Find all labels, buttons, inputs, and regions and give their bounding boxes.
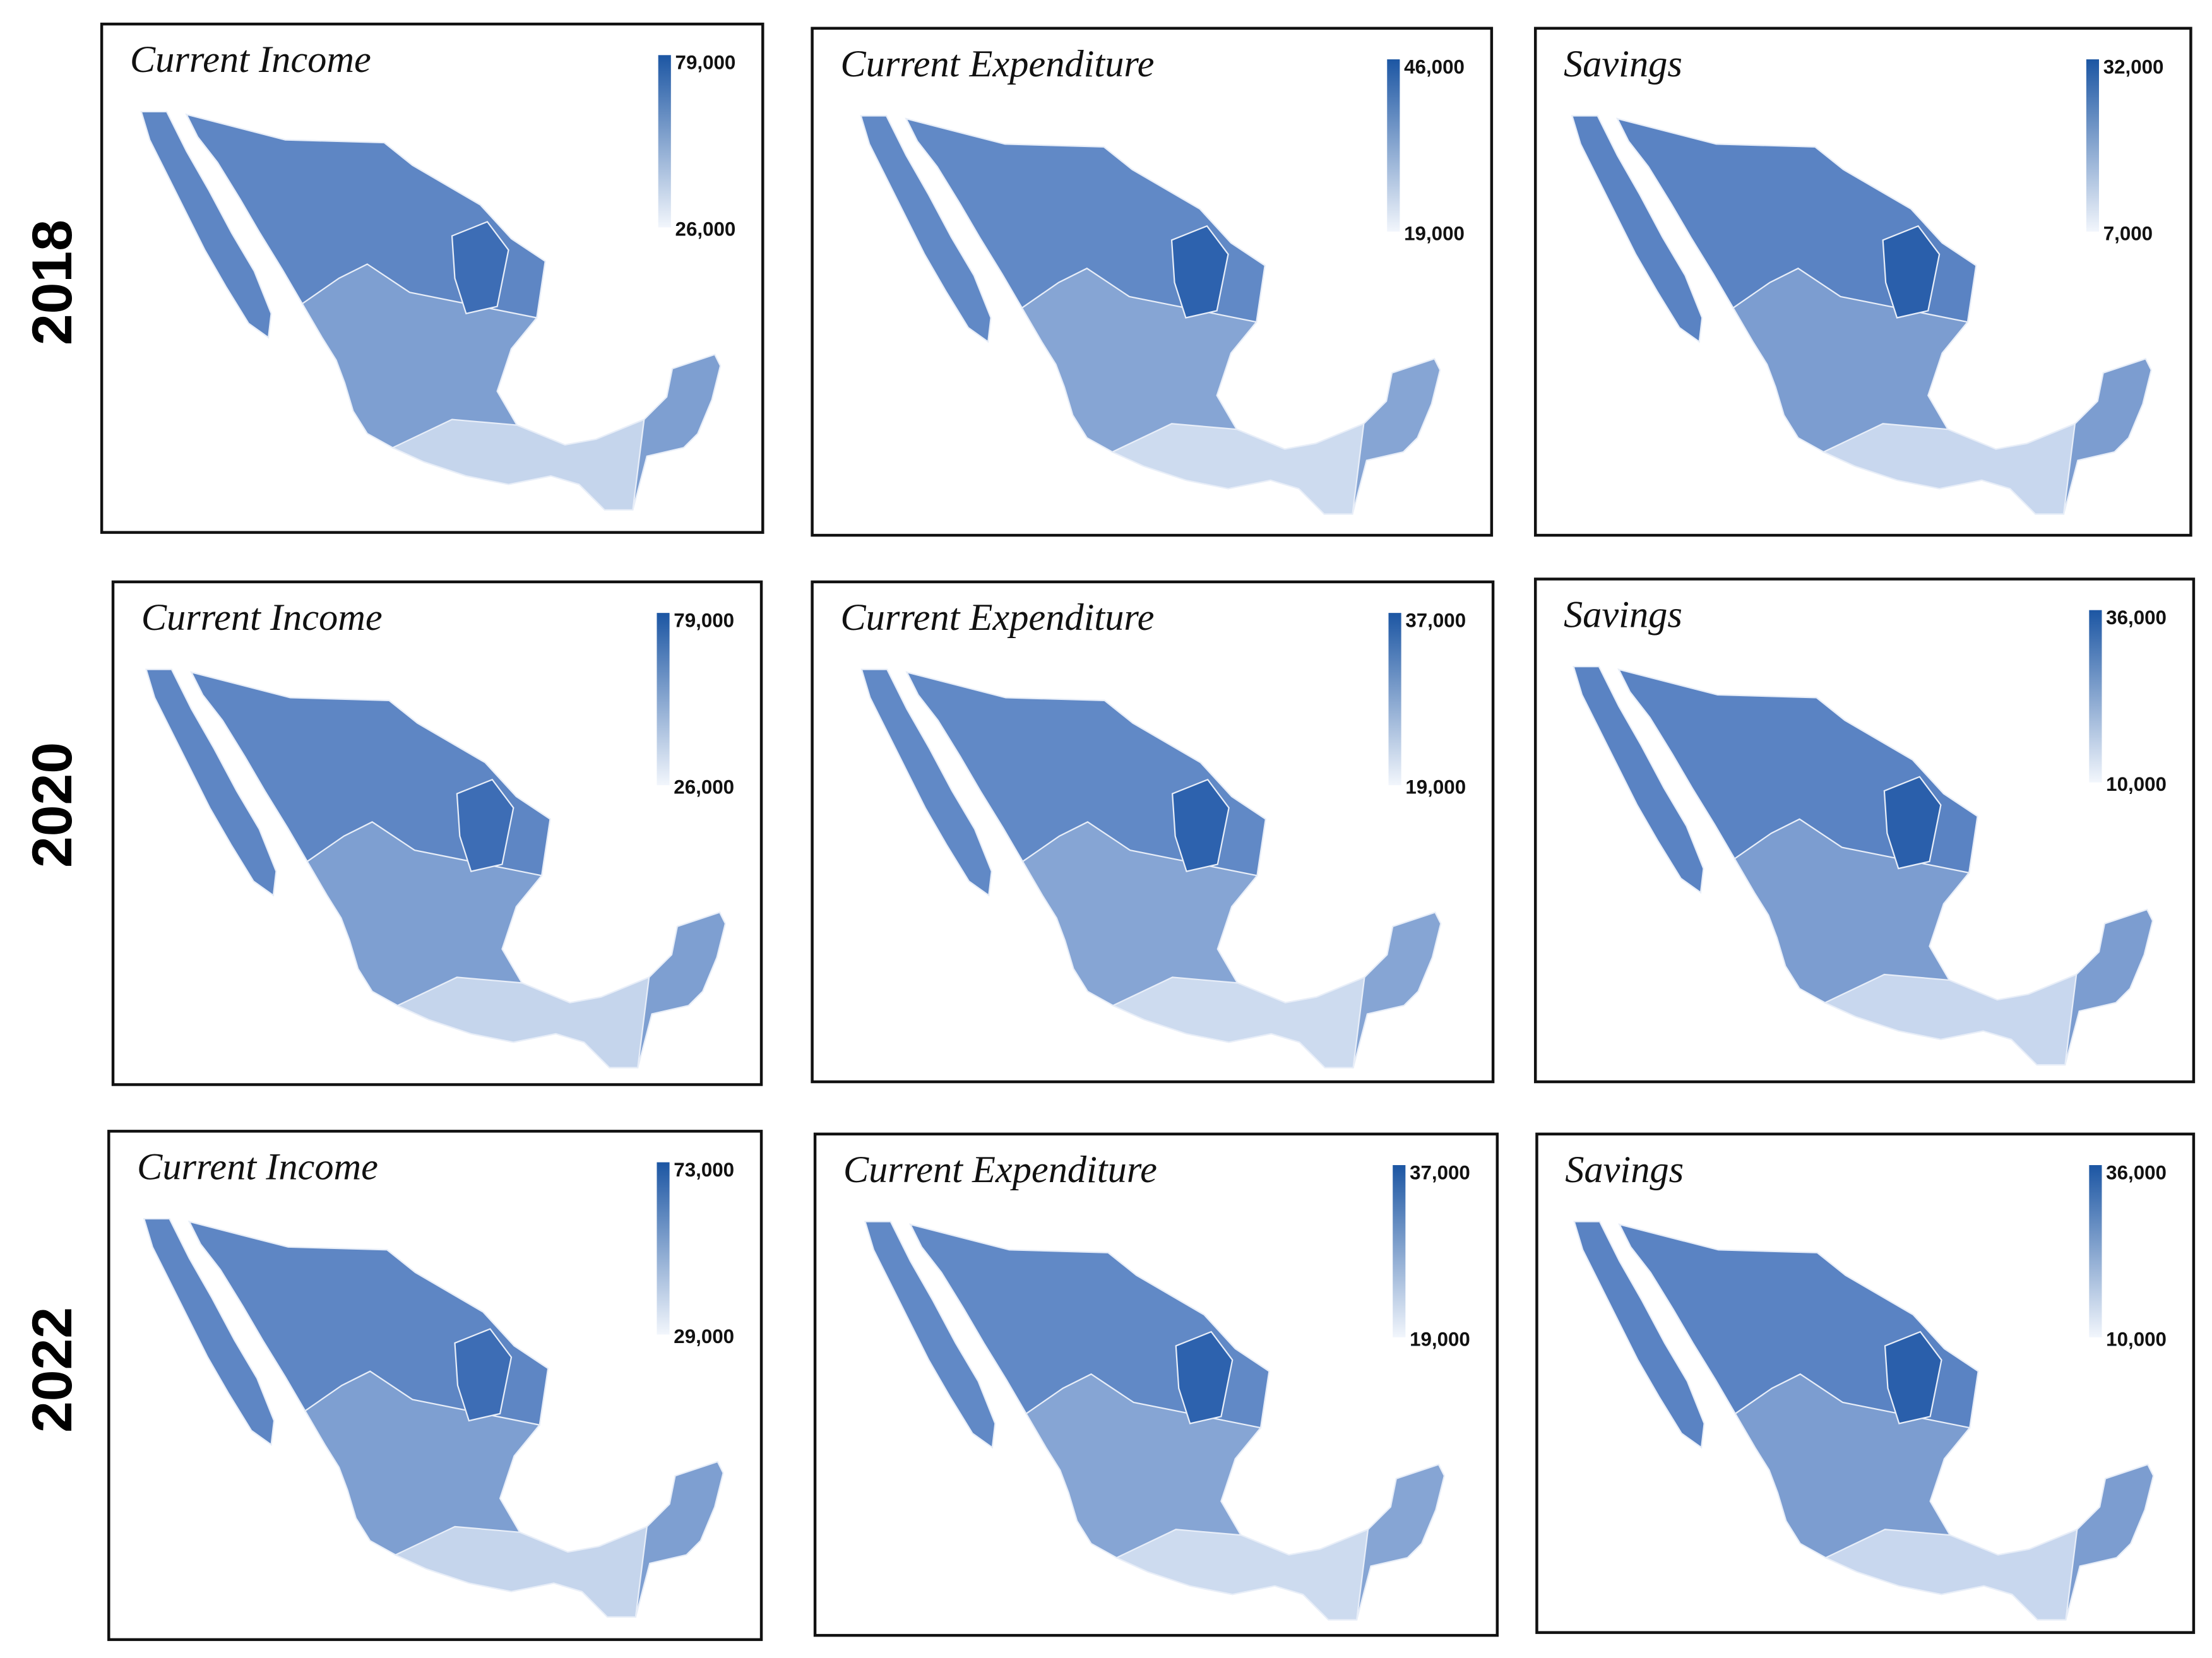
panel-title: Current Income [141,596,383,639]
map-region [1110,422,1365,515]
legend-max: 37,000 [1405,610,1466,632]
legend-colorbar [657,1162,670,1335]
panel-title: Current Income [137,1146,378,1188]
mexico-map [1573,666,2154,1066]
map-region [1883,776,1942,870]
map-region [140,110,272,339]
legend-min: 26,000 [674,776,734,798]
panel-title: Current Expenditure [840,43,1154,85]
map-region [391,418,645,511]
map-panel: Current Income 79,000 26,000 [100,22,764,534]
legend-max: 36,000 [2106,607,2167,629]
map-region [1824,1528,2078,1621]
map-panel: Savings 36,000 10,000 [1533,577,2196,1084]
map-region [145,668,277,897]
mexico-map [1573,1221,2155,1621]
legend-min: 10,000 [2106,1328,2167,1350]
legend-max: 32,000 [2103,56,2164,78]
mexico-map [145,668,727,1069]
map-region [1115,1528,1369,1621]
panel-title: Current Income [130,38,371,81]
mexico-map [1571,115,2152,515]
legend-colorbar [658,55,671,228]
panel-title: Savings [1564,43,1682,85]
map-region [860,115,992,343]
map-region [1171,778,1230,872]
panel-title: Savings [1564,594,1682,636]
legend-colorbar [1388,613,1401,786]
legend-min: 19,000 [1404,222,1465,244]
panel-title: Current Expenditure [843,1149,1157,1191]
panel-title: Savings [1565,1149,1684,1191]
legend-colorbar [1393,1165,1406,1338]
legend-max: 46,000 [1404,56,1465,78]
map-region [454,1328,513,1422]
legend-colorbar [2089,1165,2102,1338]
legend-colorbar [657,613,670,786]
map-region [1882,225,1941,319]
map-region [1571,115,1703,343]
map-region [1170,225,1229,319]
legend-min: 29,000 [674,1325,734,1347]
map-region [396,976,650,1069]
legend-min: 19,000 [1410,1328,1470,1350]
map-region [1573,666,1704,894]
map-region [1573,1221,1705,1449]
map-panel: Current Income 79,000 26,000 [111,580,763,1086]
map-region [1175,1330,1234,1424]
map-panel: Current Expenditure 46,000 19,000 [811,27,1494,537]
panel-title: Current Expenditure [840,596,1154,639]
legend-max: 37,000 [1410,1161,1470,1183]
legend-max: 79,000 [674,610,734,632]
map-panel: Current Expenditure 37,000 19,000 [811,580,1495,1084]
legend-colorbar [2086,59,2099,232]
legend-min: 26,000 [675,218,736,240]
legend-colorbar [2089,610,2102,783]
legend-min: 19,000 [1405,776,1466,798]
legend-min: 7,000 [2103,222,2153,244]
map-region [1884,1330,1942,1424]
map-region [1111,976,1365,1069]
map-region [864,1221,996,1449]
map-panel: Current Income 73,000 29,000 [107,1130,763,1642]
year-label: 2018 [20,220,83,345]
legend-max: 79,000 [675,52,736,74]
map-region [143,1217,275,1447]
legend-min: 10,000 [2106,773,2167,795]
legend-colorbar [1387,59,1400,232]
map-panel: Savings 32,000 7,000 [1533,27,2192,537]
map-panel: Savings 36,000 10,000 [1535,1132,2196,1634]
legend-max: 73,000 [674,1159,734,1181]
mexico-map [860,115,1441,515]
map-region [451,220,509,315]
map-region [1822,422,2076,515]
year-label: 2020 [20,742,83,868]
map-region [456,778,514,872]
mexico-map [864,1221,1446,1621]
map-region [860,668,992,897]
map-region [1823,973,2078,1066]
legend-max: 36,000 [2106,1161,2167,1183]
mexico-map [860,668,1442,1069]
mexico-map [143,1217,724,1618]
mexico-map [140,110,722,511]
map-panel: Current Expenditure 37,000 19,000 [813,1132,1499,1637]
map-region [393,1525,648,1618]
year-label: 2022 [20,1307,83,1433]
